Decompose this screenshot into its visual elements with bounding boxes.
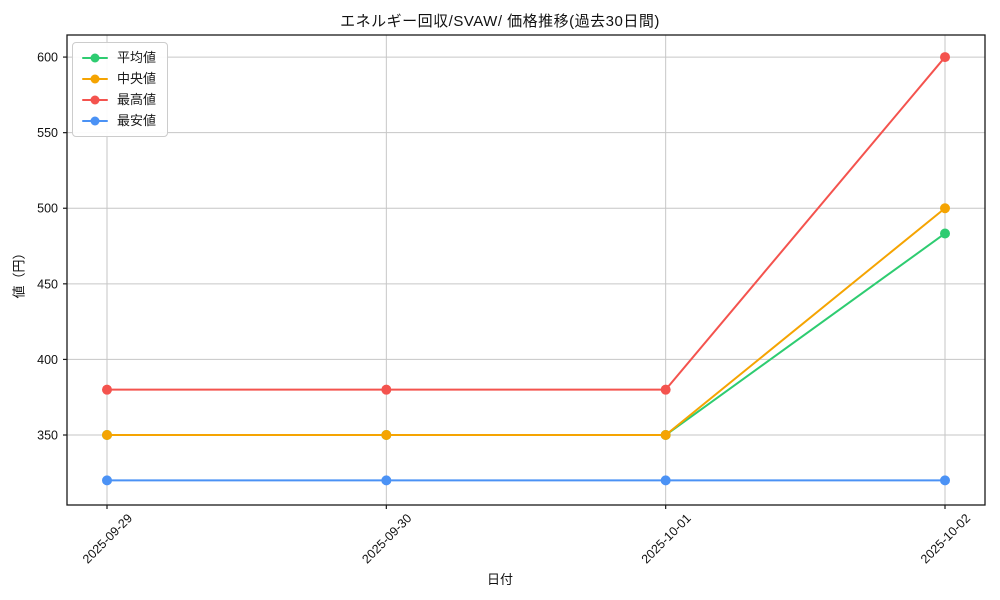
data-point-最安値: [102, 475, 112, 486]
data-point-最高値: [102, 384, 112, 395]
legend-line-marker-icon: [82, 78, 108, 80]
x-tick-label: 2025-10-01: [639, 511, 694, 566]
legend-item: 最安値: [82, 113, 156, 129]
data-point-中央値: [660, 430, 671, 441]
x-axis-label: 日付: [486, 572, 513, 587]
data-point-中央値: [102, 430, 112, 441]
data-point-最安値: [940, 475, 950, 486]
legend-item: 平均値: [82, 50, 156, 66]
series-line-中央値: [106, 207, 946, 437]
x-tick-label: 2025-09-30: [359, 511, 414, 566]
data-point-最高値: [660, 384, 671, 395]
legend-line-marker-icon: [82, 57, 108, 59]
legend-item: 中央値: [82, 71, 156, 87]
y-tick-label: 550: [37, 126, 58, 140]
legend-label: 中央値: [117, 71, 157, 86]
legend-label: 最高値: [117, 92, 157, 107]
data-point-平均値: [940, 228, 950, 239]
legend-line-marker-icon: [82, 120, 108, 122]
y-tick-label: 500: [37, 202, 58, 216]
data-point-中央値: [381, 430, 392, 441]
legend-item: 最高値: [82, 92, 156, 108]
legend-label: 平均値: [117, 50, 157, 65]
legend-line-marker-icon: [82, 99, 108, 101]
legend: 平均値中央値最高値最安値: [72, 42, 169, 137]
data-point-最安値: [660, 475, 671, 486]
series-line-最高値: [106, 56, 946, 391]
y-tick-label: 600: [37, 51, 58, 65]
y-axis-label: 値（円）: [11, 246, 27, 299]
data-point-最高値: [381, 384, 392, 395]
legend-label: 最安値: [117, 113, 157, 128]
data-point-最高値: [940, 52, 950, 63]
x-tick-label: 2025-10-02: [918, 511, 973, 566]
y-tick-label: 350: [37, 429, 58, 443]
chart-title: エネルギー回収/SVAW/ 価格推移(過去30日間): [340, 13, 660, 30]
y-tick-label: 400: [37, 353, 58, 367]
x-tick-label: 2025-09-29: [80, 511, 135, 566]
y-tick-label: 450: [37, 277, 58, 291]
plot-border: [66, 34, 986, 506]
data-point-最安値: [381, 475, 392, 486]
series-line-平均値: [106, 232, 946, 437]
data-point-中央値: [940, 203, 950, 214]
